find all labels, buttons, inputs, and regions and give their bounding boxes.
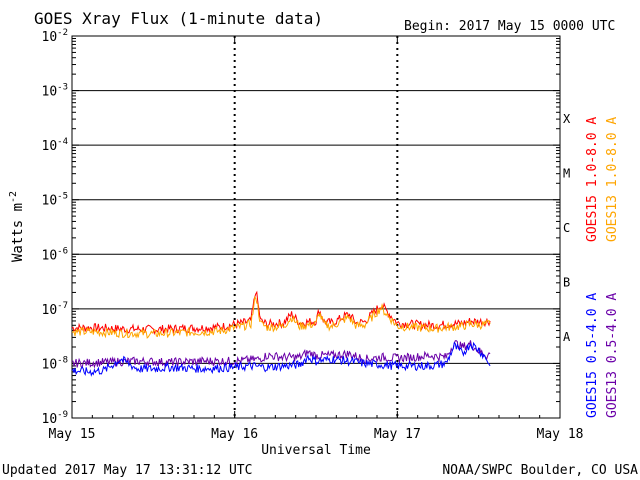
flare-class-label: B (563, 276, 570, 290)
legend-entry: GOES13 1.0-8.0 A (605, 117, 620, 242)
begin-label: Begin: 2017 May 15 0000 UTC (404, 19, 615, 34)
x-tick-label: May 15 (49, 427, 96, 442)
series-line (71, 290, 491, 336)
y-tick-label: 10-5 (42, 192, 69, 209)
x-tick-label: May 17 (374, 427, 421, 442)
updated-timestamp: Updated 2017 May 17 13:31:12 UTC (2, 463, 252, 478)
credit-label: NOAA/SWPC Boulder, CO USA (442, 463, 638, 478)
flare-class-label: X (563, 112, 571, 126)
series-lines (71, 290, 491, 377)
y-tick-label: 10-9 (42, 410, 69, 427)
y-tick-label: 10-2 (42, 28, 69, 45)
legend-entry: GOES15 1.0-8.0 A (585, 117, 600, 242)
x-tick-label: May 16 (211, 427, 258, 442)
x-tick-label: May 18 (537, 427, 584, 442)
flare-class-label: C (563, 221, 570, 235)
series-line (71, 340, 491, 369)
chart-title: GOES Xray Flux (1-minute data) (34, 9, 323, 28)
y-axis-label: Watts m-2 (8, 191, 26, 262)
x-axis-label: Universal Time (261, 443, 371, 458)
series-line (71, 295, 491, 339)
y-tick-label: 10-8 (42, 355, 69, 372)
y-tick-label: 10-6 (42, 246, 69, 263)
y-tick-label: 10-7 (42, 301, 69, 318)
legend: GOES15 1.0-8.0 A GOES13 1.0-8.0 A GOES15 0… (585, 117, 620, 418)
x-axis-ticks: May 15 May 16 May 17 May 18 (49, 36, 584, 442)
flare-class-labels: X M C B A (563, 112, 571, 344)
y-tick-label: 10-3 (42, 83, 69, 100)
legend-entry: GOES13 0.5-4.0 A (605, 293, 620, 418)
y-axis-ticks: 10-2 10-3 10-4 10-5 10-6 10-7 10-8 10-9 (42, 28, 560, 427)
flare-class-label: M (563, 166, 570, 180)
series-line (71, 341, 491, 377)
legend-entry: GOES15 0.5-4.0 A (585, 293, 600, 418)
y-tick-label: 10-4 (42, 137, 69, 154)
flare-class-label: A (563, 330, 571, 344)
